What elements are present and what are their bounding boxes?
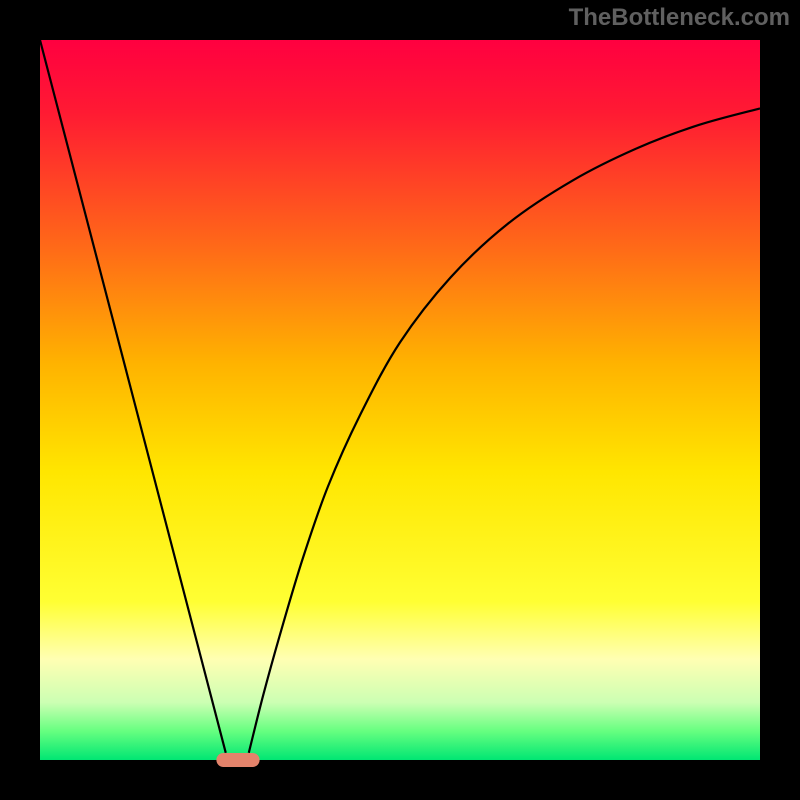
chart-container: TheBottleneck.com <box>0 0 800 800</box>
plot-border-right <box>760 0 800 800</box>
bottleneck-chart <box>0 0 800 800</box>
plot-border-left <box>0 0 40 800</box>
plot-border-bottom <box>0 760 800 800</box>
minimum-marker <box>216 753 259 767</box>
plot-background <box>40 40 760 760</box>
watermark-text: TheBottleneck.com <box>569 4 790 32</box>
